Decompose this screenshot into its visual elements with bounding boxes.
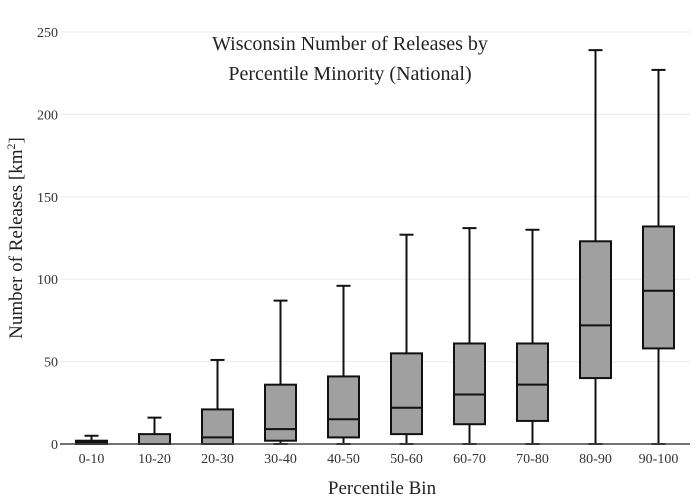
box-group-0-10 xyxy=(75,434,108,446)
box-group-40-50 xyxy=(327,284,360,445)
x-tick-labels: 0-10 10-20 20-30 30-40 40-50 50-60 60-70 70-80 8… xyxy=(79,452,679,467)
iqr-box xyxy=(579,240,612,380)
box-group-30-40 xyxy=(264,299,297,445)
x-tick-label-60-70: 60-70 xyxy=(453,452,486,467)
y-tick-label-100: 100 xyxy=(37,273,58,288)
x-tick-label-70-80: 70-80 xyxy=(516,452,549,467)
chart-title-line-2: Percentile Minority (National) xyxy=(228,63,471,85)
y-tick-label-0: 0 xyxy=(51,438,58,453)
y-axis-title-main: Number of Releases [km xyxy=(6,149,27,339)
box-group-80-90 xyxy=(579,49,612,445)
y-tick-label-250: 250 xyxy=(37,26,58,41)
y-axis-title-superscript: 2 xyxy=(4,143,18,149)
box-group-20-30 xyxy=(201,358,234,445)
x-tick-label-40-50: 40-50 xyxy=(327,452,360,467)
iqr-box xyxy=(516,342,549,422)
y-axis-title-bracket: ] xyxy=(6,137,27,143)
y-tick-labels: 0 50 100 150 200 250 xyxy=(37,26,58,453)
iqr-box xyxy=(264,383,297,442)
x-tick-label-80-90: 80-90 xyxy=(579,452,612,467)
x-tick-label-20-30: 20-30 xyxy=(201,452,234,467)
iqr-box xyxy=(201,408,234,445)
x-tick-label-50-60: 50-60 xyxy=(390,452,423,467)
x-tick-label-90-100: 90-100 xyxy=(639,452,679,467)
iqr-box xyxy=(642,225,675,350)
x-tick-label-0-10: 0-10 xyxy=(79,452,105,467)
y-axis-title: Number of Releases [km2] xyxy=(4,137,27,339)
box-group-90-100 xyxy=(642,68,675,445)
y-tick-label-50: 50 xyxy=(44,356,58,371)
chart-title-line-1: Wisconsin Number of Releases by xyxy=(212,33,488,55)
y-tick-label-200: 200 xyxy=(37,108,58,123)
x-axis-title: Percentile Bin xyxy=(328,478,437,499)
y-tick-label-150: 150 xyxy=(37,191,58,206)
iqr-box xyxy=(327,375,360,439)
iqr-box xyxy=(138,433,171,445)
x-tick-label-30-40: 30-40 xyxy=(264,452,297,467)
box-group-50-60 xyxy=(390,233,423,445)
iqr-box xyxy=(390,352,423,436)
box-group-10-20 xyxy=(138,416,171,445)
iqr-box xyxy=(453,342,486,426)
box-group-60-70 xyxy=(453,227,486,445)
box-group-70-80 xyxy=(516,228,549,445)
x-tick-label-10-20: 10-20 xyxy=(138,452,171,467)
box-series xyxy=(75,49,675,446)
